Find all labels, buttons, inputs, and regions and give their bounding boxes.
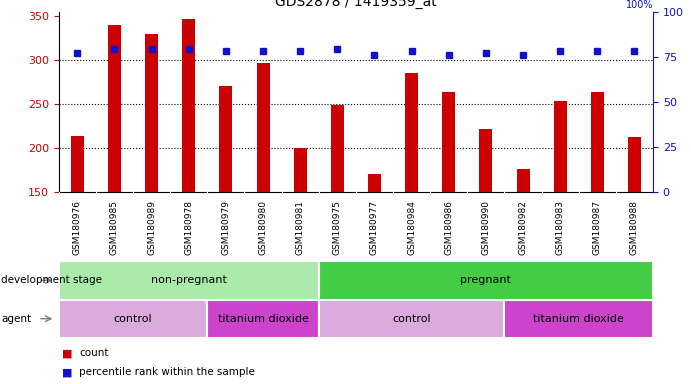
- Bar: [182, 20, 196, 192]
- Text: GSM180976: GSM180976: [73, 200, 82, 255]
- Text: titanium dioxide: titanium dioxide: [218, 314, 308, 324]
- Text: GSM180977: GSM180977: [370, 200, 379, 255]
- Text: GSM180982: GSM180982: [518, 200, 527, 255]
- Bar: [553, 101, 567, 192]
- Text: ■: ■: [62, 348, 73, 358]
- Text: control: control: [392, 314, 431, 324]
- Bar: [368, 174, 381, 192]
- Text: control: control: [114, 314, 152, 324]
- Text: GSM180986: GSM180986: [444, 200, 453, 255]
- Bar: [294, 148, 307, 192]
- Bar: [331, 105, 344, 192]
- Bar: [405, 73, 418, 192]
- Text: GSM180984: GSM180984: [407, 200, 416, 255]
- Text: ■: ■: [62, 367, 73, 377]
- Bar: [628, 137, 641, 192]
- Bar: [256, 63, 269, 192]
- Bar: [59, 261, 319, 300]
- Text: 100%: 100%: [625, 0, 653, 10]
- Text: GSM180983: GSM180983: [556, 200, 565, 255]
- Text: titanium dioxide: titanium dioxide: [533, 314, 624, 324]
- Text: GSM180981: GSM180981: [296, 200, 305, 255]
- Text: GSM180989: GSM180989: [147, 200, 156, 255]
- Text: pregnant: pregnant: [460, 275, 511, 285]
- Bar: [145, 33, 158, 192]
- Text: GSM180978: GSM180978: [184, 200, 193, 255]
- Bar: [207, 300, 319, 338]
- Bar: [219, 86, 232, 192]
- Bar: [504, 300, 653, 338]
- Text: GSM180979: GSM180979: [221, 200, 230, 255]
- Text: development stage: development stage: [1, 275, 102, 285]
- Text: agent: agent: [1, 314, 32, 324]
- Title: GDS2878 / 1419359_at: GDS2878 / 1419359_at: [275, 0, 437, 9]
- Text: GSM180980: GSM180980: [258, 200, 267, 255]
- Text: GSM180987: GSM180987: [593, 200, 602, 255]
- Text: GSM180988: GSM180988: [630, 200, 639, 255]
- Text: percentile rank within the sample: percentile rank within the sample: [79, 367, 256, 377]
- Bar: [516, 169, 529, 192]
- Text: non-pregnant: non-pregnant: [151, 275, 227, 285]
- Bar: [591, 92, 604, 192]
- Bar: [319, 300, 504, 338]
- Bar: [480, 129, 493, 192]
- Text: GSM180985: GSM180985: [110, 200, 119, 255]
- Bar: [108, 25, 121, 192]
- Text: GSM180975: GSM180975: [333, 200, 342, 255]
- Bar: [59, 300, 207, 338]
- Bar: [70, 136, 84, 192]
- Text: count: count: [79, 348, 109, 358]
- Text: GSM180990: GSM180990: [482, 200, 491, 255]
- Bar: [319, 261, 653, 300]
- Bar: [442, 92, 455, 192]
